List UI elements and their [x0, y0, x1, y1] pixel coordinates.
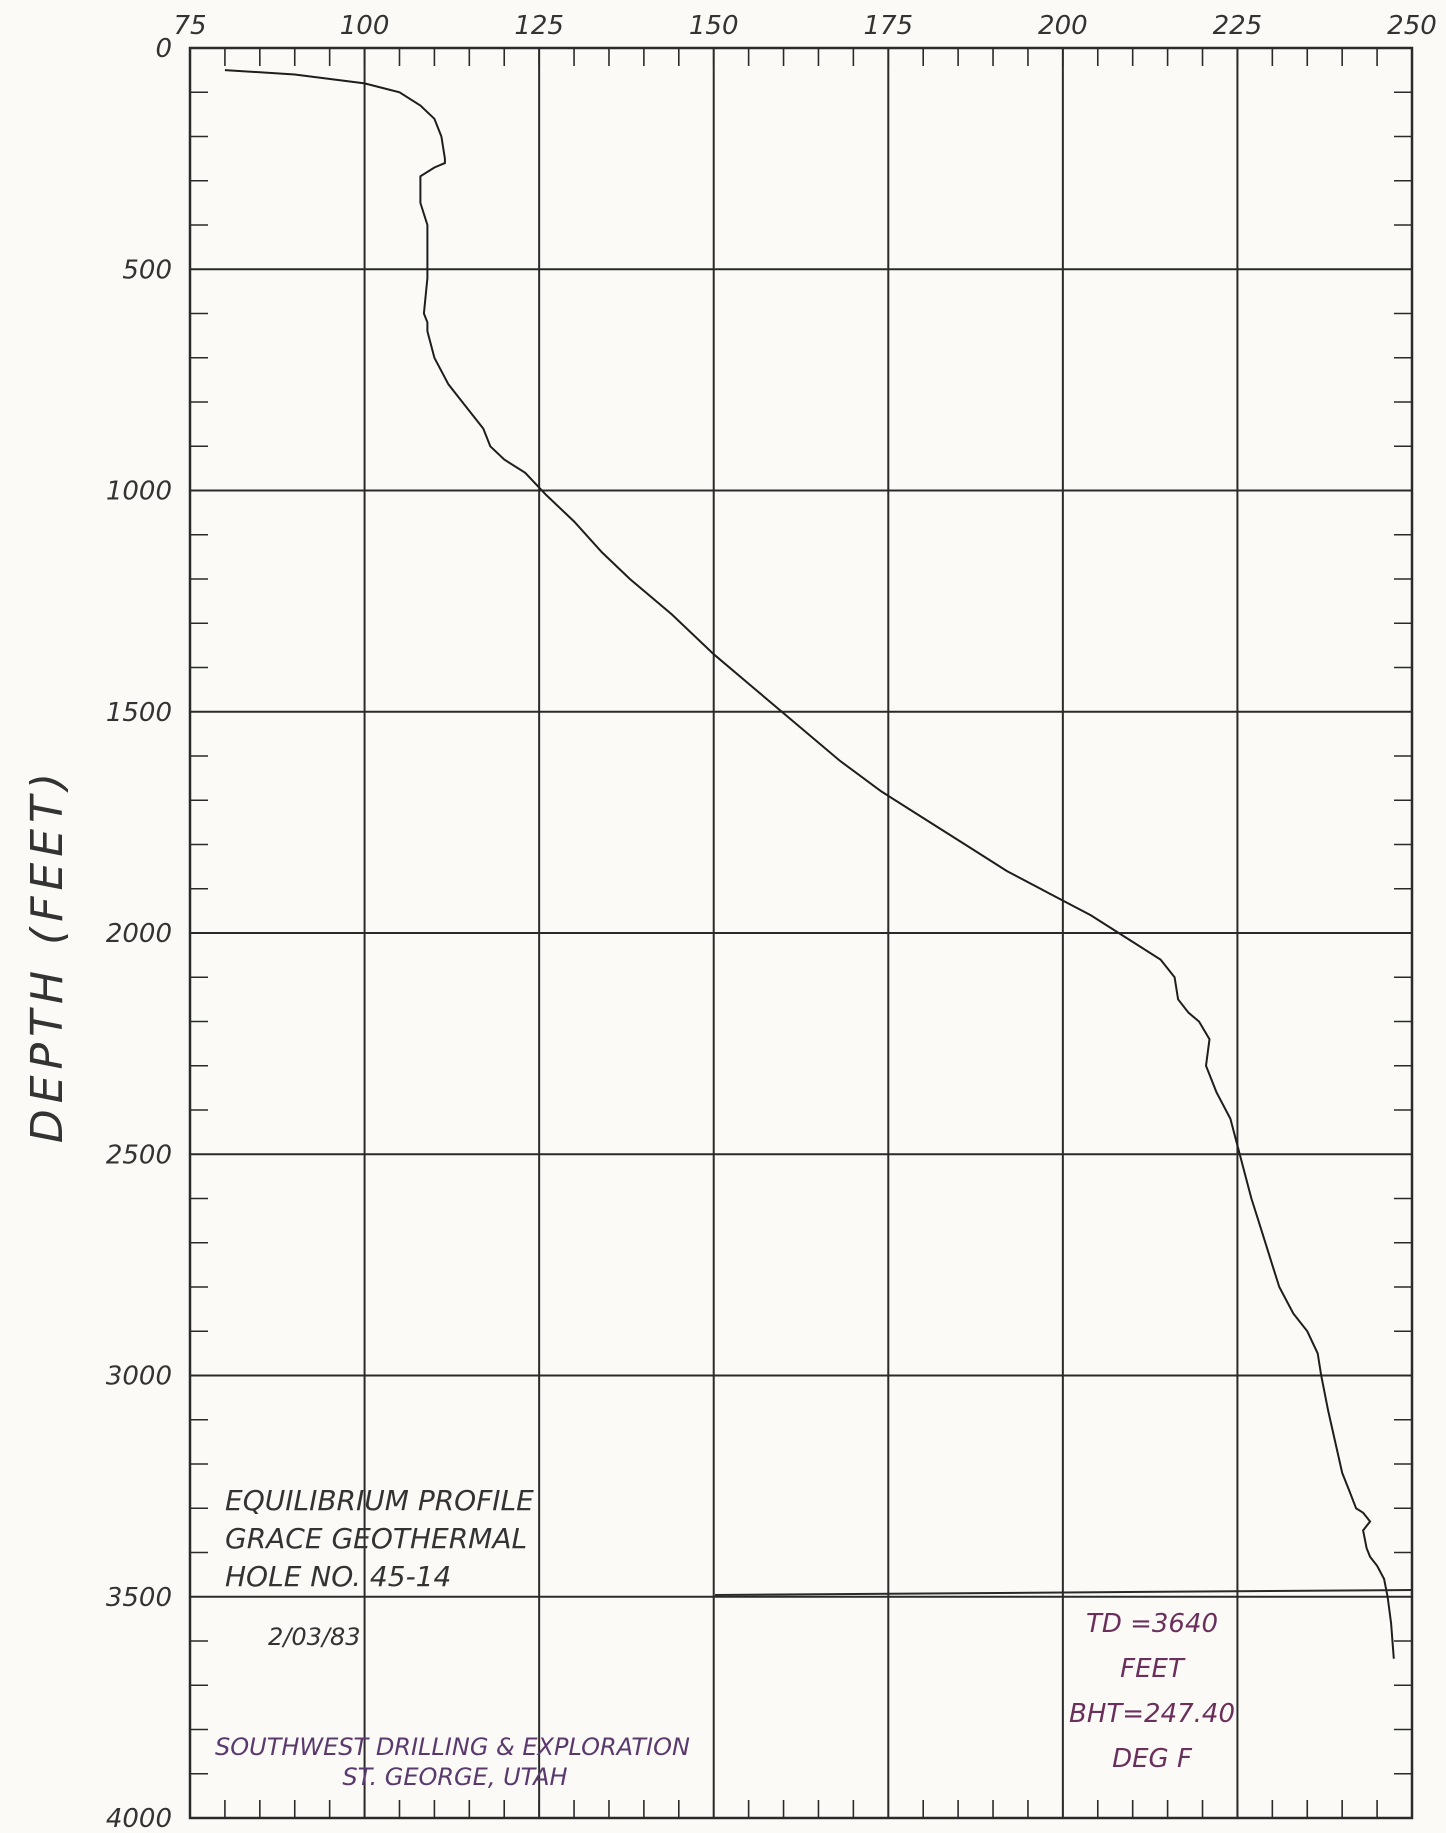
x-tick-label: 175	[863, 11, 913, 41]
y-axis-title: DEPTH (FEET)	[22, 767, 73, 1143]
company-line-1: SOUTHWEST DRILLING & EXPLORATION	[215, 1733, 690, 1761]
y-tick-label: 3500	[106, 1583, 172, 1613]
y-tick-label: 3000	[106, 1362, 172, 1392]
y-tick-label: 1000	[106, 477, 172, 507]
y-tick-label: 500	[122, 255, 172, 285]
td-note: TD =3640 FEET BHT=247.40 DEG F	[1069, 1609, 1235, 1774]
plot-frame	[188, 46, 1414, 1820]
grid-lines	[190, 48, 1412, 1818]
profile-line-3: HOLE NO. 45-14	[225, 1560, 451, 1593]
x-tick-label: 200	[1038, 11, 1088, 41]
y-tick-label: 2000	[106, 919, 172, 949]
profile-note: EQUILIBRIUM PROFILE GRACE GEOTHERMAL HOL…	[225, 1484, 534, 1593]
minor-ticks	[190, 48, 1412, 1818]
y-tick-label: 4000	[106, 1804, 172, 1833]
x-tick-labels: 75 100 125 150 175 200 225 250	[173, 11, 1436, 41]
x-tick-label: 100	[340, 11, 390, 41]
company-line-2: ST. GEORGE, UTAH	[342, 1763, 567, 1791]
profile-line-2: GRACE GEOTHERMAL	[225, 1522, 527, 1555]
profile-line-1: EQUILIBRIUM PROFILE	[225, 1484, 534, 1517]
td-line-2: FEET	[1120, 1654, 1186, 1684]
date-note: 2/03/83	[268, 1623, 361, 1651]
x-tick-label: 250	[1387, 11, 1437, 41]
x-tick-label: 125	[514, 11, 564, 41]
y-tick-label: 2500	[106, 1140, 172, 1170]
y-tick-label: 1500	[106, 698, 172, 728]
x-tick-label: 225	[1213, 11, 1263, 41]
info-separator-line	[714, 1589, 1413, 1596]
td-line-1: TD =3640	[1086, 1609, 1218, 1639]
y-tick-labels: 0 500 1000 1500 2000 2500 3000 3500 4000	[106, 34, 172, 1833]
company-note: SOUTHWEST DRILLING & EXPLORATION ST. GEO…	[215, 1733, 690, 1791]
temperature-profile-curve	[224, 69, 1395, 1659]
td-line-4: DEG F	[1112, 1744, 1193, 1774]
x-tick-label: 75	[173, 11, 206, 41]
x-tick-label: 150	[689, 11, 739, 41]
y-tick-label: 0	[155, 34, 172, 64]
td-line-3: BHT=247.40	[1069, 1699, 1235, 1729]
